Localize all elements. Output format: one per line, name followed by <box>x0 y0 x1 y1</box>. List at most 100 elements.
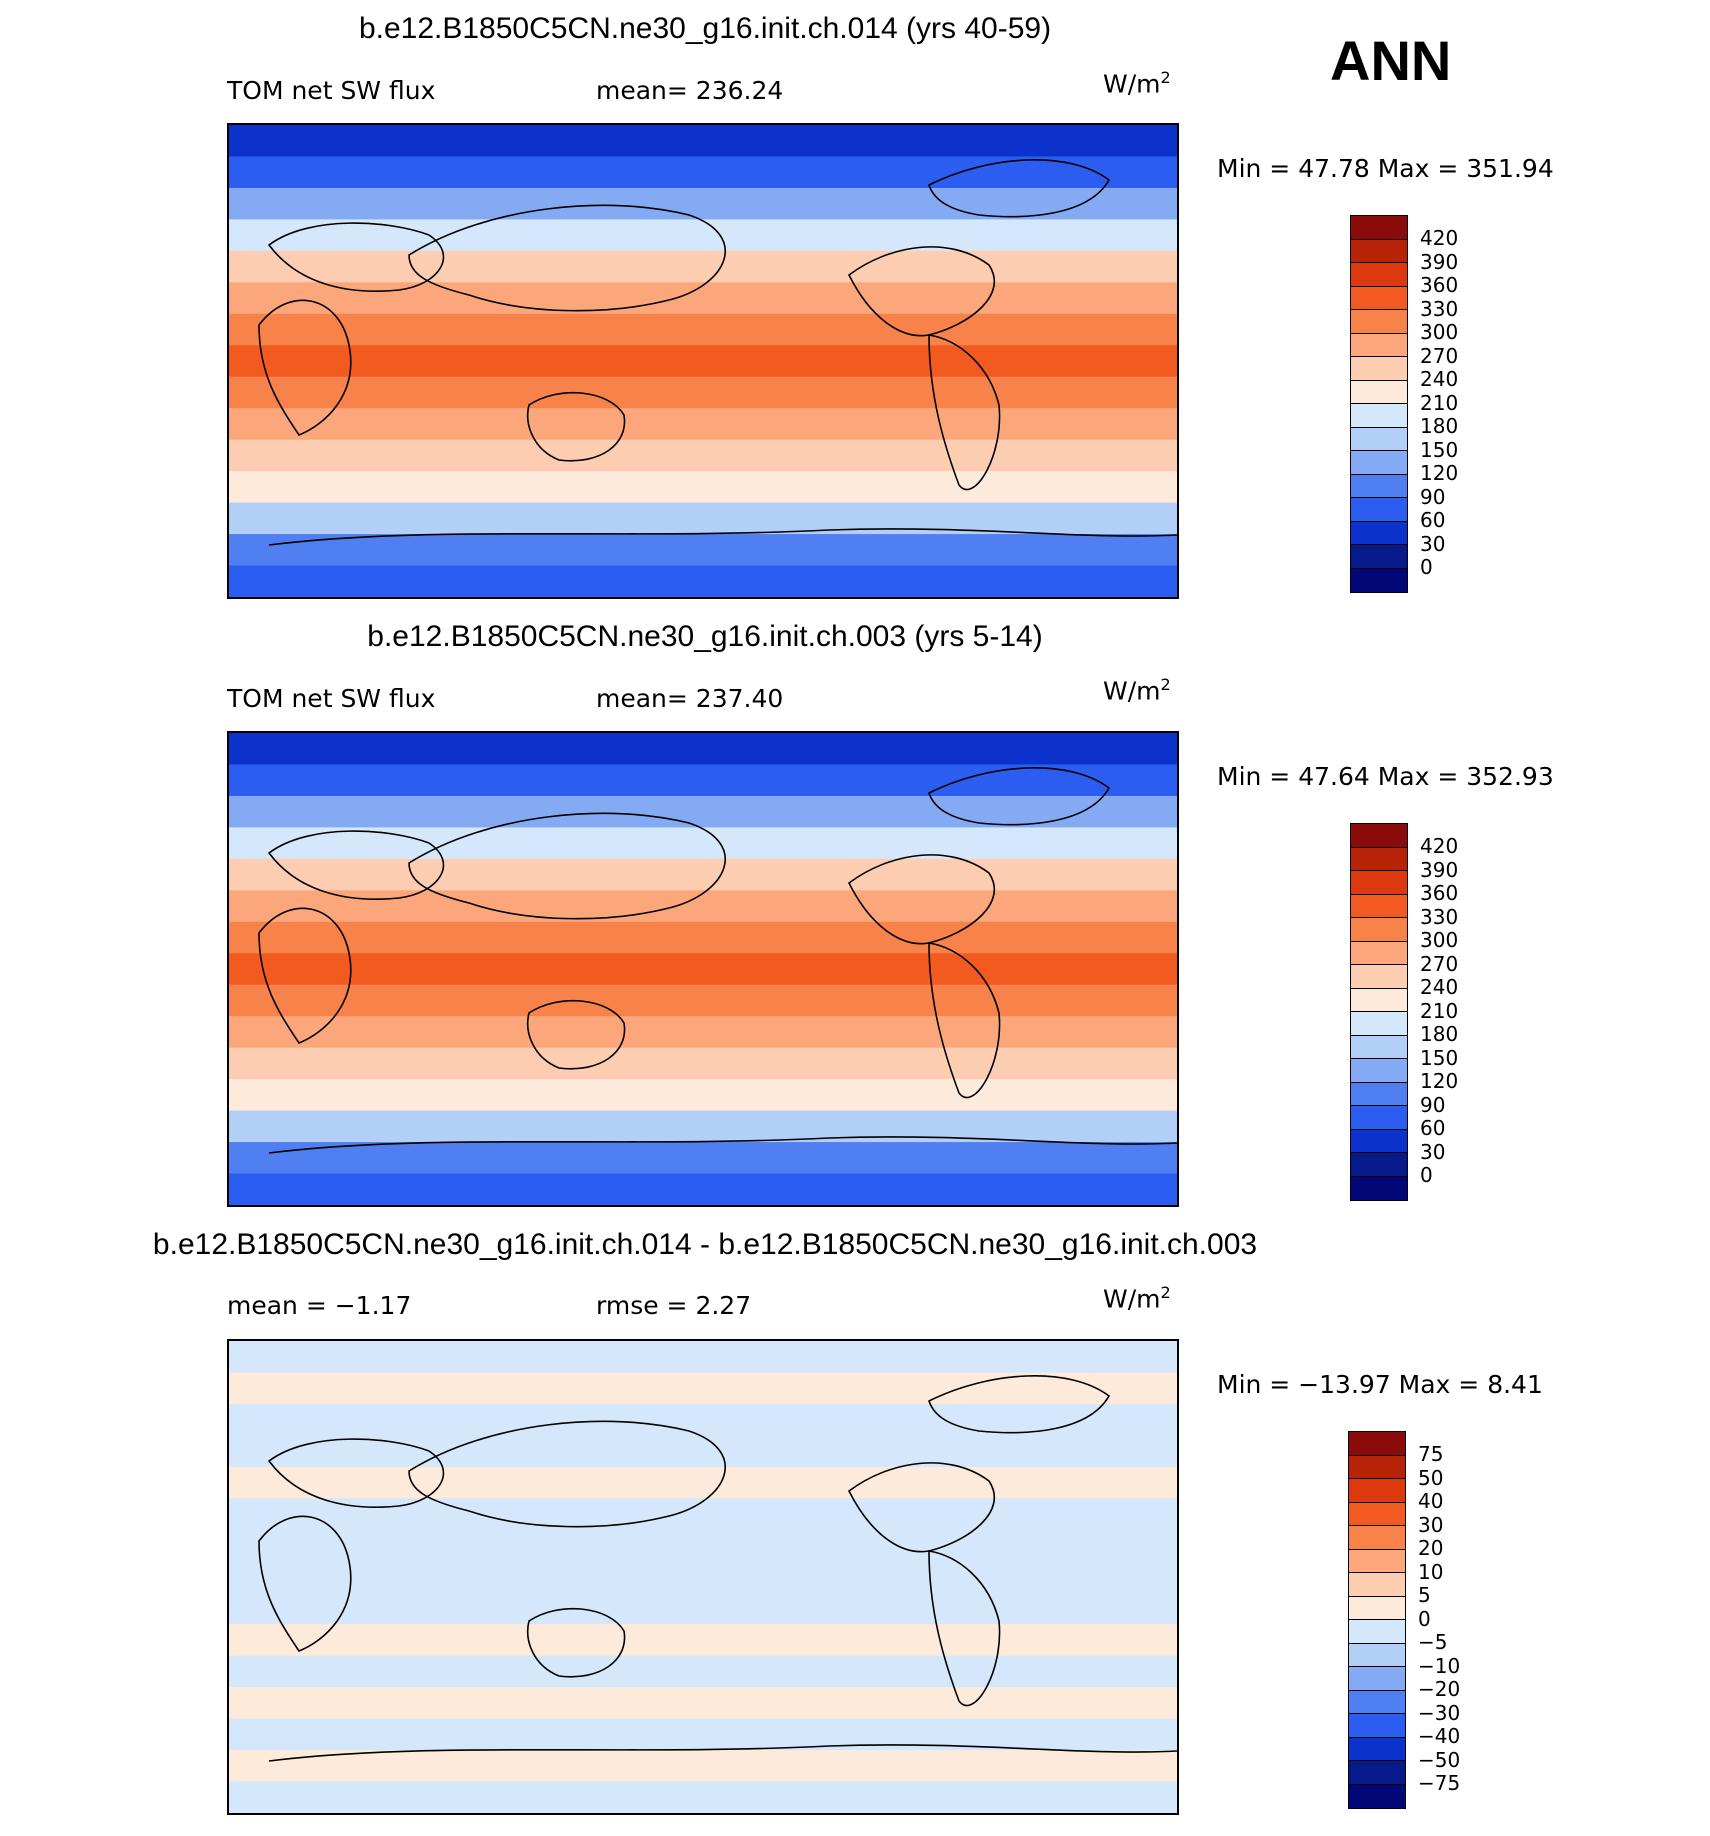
zonal-band <box>229 376 1177 410</box>
coastline <box>267 1438 445 1508</box>
panel2-units: W/m2 <box>1103 675 1171 706</box>
colorbar-tick-label: 75 <box>1418 1442 1444 1466</box>
colorbar-tick-label: 90 <box>1420 484 1446 509</box>
colorbar-swatch <box>1351 451 1407 475</box>
coastline <box>847 1462 996 1553</box>
colorbar-tick-label: 210 <box>1420 390 1459 415</box>
map-field <box>229 733 1177 1205</box>
colorbar-tick-label: 150 <box>1420 437 1459 462</box>
coastline <box>408 1420 727 1528</box>
panel1-left-label: TOM net SW flux <box>227 76 436 105</box>
map-field <box>229 1341 1177 1813</box>
colorbar-tick-label: 270 <box>1420 951 1459 976</box>
colorbar-swatch <box>1349 1761 1405 1785</box>
coastline <box>258 299 352 436</box>
colorbar-swatch <box>1351 1129 1407 1153</box>
colorbar-tick-label: 360 <box>1420 881 1459 905</box>
zonal-band <box>229 1403 1177 1437</box>
colorbar-tick-label: 40 <box>1418 1489 1444 1513</box>
panel1-colorbar-labels: 420 390 360 330 300 270 240 210 180 150 120 90 60 30 0 <box>1420 226 1459 580</box>
colorbar-swatch <box>1351 1012 1407 1036</box>
zonal-band <box>229 1750 1177 1783</box>
colorbar-swatch <box>1351 1035 1407 1059</box>
colorbar-swatch <box>1351 380 1407 404</box>
panel1-mean-label: mean= 236.24 <box>596 76 784 105</box>
colorbar-swatch <box>1351 1059 1407 1083</box>
colorbar-swatch <box>1351 847 1407 871</box>
zonal-band <box>229 471 1177 504</box>
colorbar-swatch <box>1351 521 1407 545</box>
zonal-band <box>229 1047 1177 1081</box>
coastline <box>928 159 1111 218</box>
colorbar-swatch <box>1349 1784 1405 1808</box>
zonal-band <box>229 1142 1177 1175</box>
colorbar-swatch <box>1349 1573 1405 1597</box>
panel3-map <box>227 1339 1179 1815</box>
colorbar-tick-label: 5 <box>1418 1583 1431 1607</box>
panel2-colorbar <box>1350 823 1408 1201</box>
zonal-band <box>229 1655 1177 1689</box>
colorbar-tick-label: 120 <box>1420 461 1459 485</box>
zonal-band <box>229 313 1177 347</box>
panel3-minmax: Min = −13.97 Max = 8.41 <box>1217 1370 1543 1399</box>
colorbar-tick-label: 420 <box>1420 226 1459 250</box>
coastline <box>928 1375 1111 1434</box>
zonal-band <box>229 1561 1177 1594</box>
colorbar-swatch <box>1351 216 1407 240</box>
colorbar-swatch <box>1349 1620 1405 1644</box>
colorbar-tick-label: −20 <box>1418 1677 1461 1701</box>
zonal-band <box>229 1529 1177 1563</box>
zonal-band <box>229 439 1177 473</box>
colorbar-swatch <box>1351 918 1407 942</box>
coastline <box>928 334 1001 491</box>
colorbar-tick-label: −5 <box>1418 1630 1448 1654</box>
colorbar-swatch <box>1351 474 1407 498</box>
colorbar-tick-label: 150 <box>1420 1045 1459 1070</box>
colorbar-tick-label: 180 <box>1420 414 1459 438</box>
zonal-band <box>229 764 1177 797</box>
colorbar-swatch <box>1349 1690 1405 1714</box>
colorbar-tick-label: 390 <box>1420 249 1459 274</box>
colorbar-swatch <box>1351 965 1407 989</box>
coastline <box>408 204 727 312</box>
colorbar-tick-label: −75 <box>1418 1771 1461 1795</box>
zonal-band <box>229 408 1177 441</box>
colorbar-swatch <box>1351 310 1407 334</box>
zonal-band <box>229 187 1177 221</box>
panel2-colorbar-labels: 420 390 360 330 300 270 240 210 180 150 120 90 60 30 0 <box>1420 834 1459 1188</box>
zonal-band <box>229 156 1177 189</box>
zonal-band <box>229 345 1177 378</box>
colorbar-swatch <box>1351 568 1407 592</box>
panel3-rmse-label: rmse = 2.27 <box>596 1291 752 1320</box>
colorbar-swatch <box>1351 988 1407 1012</box>
colorbar-swatch <box>1349 1643 1405 1667</box>
colorbar-swatch <box>1349 1502 1405 1526</box>
panel2-left-label: TOM net SW flux <box>227 684 436 713</box>
panel3-colorbar-labels: 75 50 40 30 20 10 5 0 −5 −10 −20 −30 −40 −50 −75 <box>1418 1442 1461 1796</box>
panel3-mean-label: mean = −1.17 <box>227 1291 412 1320</box>
colorbar-swatch <box>1351 1106 1407 1130</box>
panel1-minmax: Min = 47.78 Max = 351.94 <box>1217 154 1554 183</box>
coastline <box>267 830 445 900</box>
colorbar-swatch <box>1349 1667 1405 1691</box>
colorbar-tick-label: 50 <box>1418 1465 1444 1490</box>
colorbar-swatch <box>1351 1082 1407 1106</box>
panel3-units: W/m2 <box>1103 1283 1171 1314</box>
colorbar-swatch <box>1351 357 1407 381</box>
zonal-band <box>229 1687 1177 1720</box>
panel3-colorbar <box>1348 1431 1406 1809</box>
map-field <box>229 125 1177 597</box>
coastline <box>258 1515 352 1652</box>
panel2-minmax: Min = 47.64 Max = 352.93 <box>1217 762 1554 791</box>
colorbar-swatch <box>1349 1432 1405 1456</box>
colorbar-tick-label: 300 <box>1420 320 1459 344</box>
zonal-band <box>229 1110 1177 1144</box>
colorbar-tick-label: 270 <box>1420 343 1459 368</box>
zonal-band <box>229 953 1177 986</box>
colorbar-tick-label: 90 <box>1420 1092 1446 1117</box>
panel1-colorbar <box>1350 215 1408 593</box>
zonal-band <box>229 1372 1177 1405</box>
zonal-band <box>229 250 1177 284</box>
colorbar-swatch <box>1349 1714 1405 1738</box>
colorbar-tick-label: 60 <box>1420 1116 1446 1140</box>
